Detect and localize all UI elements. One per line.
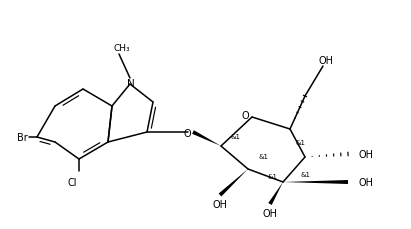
Text: &1: &1	[258, 153, 268, 159]
Text: O: O	[241, 111, 249, 120]
Polygon shape	[283, 180, 348, 184]
Text: &1: &1	[295, 139, 305, 145]
Text: N: N	[127, 79, 135, 89]
Text: &1: &1	[230, 134, 240, 139]
Text: OH: OH	[358, 149, 373, 159]
Text: OH: OH	[212, 199, 228, 209]
Polygon shape	[268, 182, 283, 205]
Text: Cl: Cl	[67, 177, 77, 187]
Text: CH₃: CH₃	[114, 43, 130, 52]
Text: &1: &1	[267, 173, 277, 179]
Text: OH: OH	[263, 208, 277, 218]
Polygon shape	[219, 169, 248, 197]
Text: OH: OH	[319, 56, 333, 66]
Text: OH: OH	[358, 177, 373, 187]
Text: O: O	[183, 128, 191, 138]
Text: &1: &1	[300, 171, 310, 177]
Polygon shape	[192, 131, 221, 146]
Text: Br: Br	[17, 132, 28, 142]
